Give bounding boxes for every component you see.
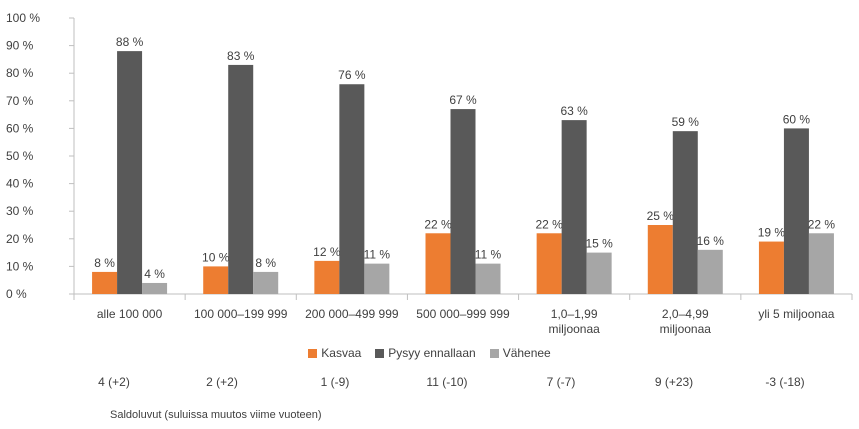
x-category-label: 200 000–499 999 [305,307,399,321]
bar-vähenee [253,271,279,294]
bar-pysyy-ennallaan [450,109,476,294]
data-label: 15 % [585,237,613,251]
legend-swatch-kasvaa [308,348,318,358]
y-tick-label: 80 % [6,66,34,80]
bar-vähenee [808,233,834,294]
bar-kasvaa [758,241,784,294]
saldo-value: 2 (+2) [206,375,238,389]
legend-swatch-vahenee [489,348,499,358]
legend: Kasvaa Pysyy ennallaan Vähenee [0,346,859,360]
x-category-label: 500 000–999 999 [416,307,510,321]
data-label: 22 % [808,217,836,231]
data-label: 11 % [364,248,391,262]
bar-vähenee [697,249,723,294]
y-tick-label: 90 % [6,39,34,53]
bar-kasvaa [92,271,118,294]
saldo-caption: Saldoluvut (suluissa muutos viime vuotee… [110,409,322,421]
legend-item-vahenee: Vähenee [489,346,551,360]
legend-item-pysyy: Pysyy ennallaan [375,346,476,360]
legend-item-kasvaa: Kasvaa [308,346,361,360]
x-category-label: 1,0–1,99 [551,307,598,321]
data-label: 25 % [647,209,675,223]
saldo-value: 11 (-10) [426,375,468,389]
bar-kasvaa [536,233,562,294]
data-label: 60 % [783,112,811,126]
x-category-label: miljoonaa [660,322,712,336]
saldo-value: 1 (-9) [320,375,350,389]
x-category-label: 100 000–199 999 [194,307,288,321]
y-tick-label: 100 % [6,11,40,25]
data-label: 22 % [535,217,563,231]
legend-swatch-pysyy [375,348,385,358]
data-label: 8 % [94,256,115,270]
x-category-label: 2,0–4,99 [662,307,709,321]
x-category-label: miljoonaa [548,322,600,336]
data-label: 16 % [697,234,725,248]
bar-vähenee [586,252,612,294]
data-label: 10 % [202,250,230,264]
y-tick-label: 40 % [6,177,34,191]
saldo-value: 4 (+2) [98,375,130,389]
data-label: 22 % [424,217,452,231]
bar-kasvaa [203,266,229,294]
bar-vähenee [475,263,501,294]
x-category-label: yli 5 miljoonaa [758,307,834,321]
saldo-value: -3 (-18) [765,375,805,389]
data-label: 76 % [338,68,366,82]
saldo-value: 7 (-7) [546,375,576,389]
y-tick-label: 70 % [6,94,34,108]
saldo-row: 4 (+2) 2 (+2) 1 (-9) 11 (-10) 7 (-7) 9 (… [0,375,859,391]
bar-vähenee [142,282,168,294]
y-tick-label: 20 % [6,232,34,246]
y-tick-label: 30 % [6,204,34,218]
data-label: 11 % [475,248,502,262]
bar-pysyy-ennallaan [672,131,698,294]
bar-pysyy-ennallaan [561,120,587,295]
data-label: 19 % [758,226,786,240]
bar-kasvaa [425,233,451,294]
bar-pysyy-ennallaan [783,128,809,294]
y-tick-label: 10 % [6,259,34,273]
data-label: 83 % [227,49,255,63]
legend-label-pysyy: Pysyy ennallaan [388,346,476,360]
data-label: 63 % [560,104,588,118]
data-label: 8 % [255,256,276,270]
bar-pysyy-ennallaan [339,84,365,295]
data-label: 88 % [116,35,144,49]
data-label: 59 % [672,115,700,129]
saldo-value: 9 (+23) [654,375,694,389]
bar-kasvaa [314,260,340,294]
bar-pysyy-ennallaan [228,64,254,294]
bar-vähenee [364,263,390,294]
bar-pysyy-ennallaan [117,51,143,295]
legend-label-vahenee: Vähenee [502,346,551,360]
x-category-label: alle 100 000 [97,307,163,321]
y-tick-label: 50 % [6,149,34,163]
data-label: 67 % [449,93,477,107]
bar-kasvaa [647,225,673,294]
data-label: 12 % [313,245,341,259]
data-label: 4 % [144,267,165,281]
legend-label-kasvaa: Kasvaa [321,346,362,360]
y-tick-label: 60 % [6,121,34,135]
y-tick-label: 0 % [6,287,27,301]
